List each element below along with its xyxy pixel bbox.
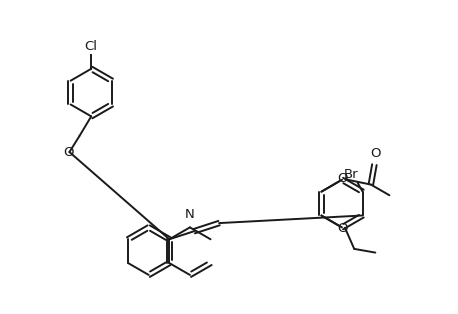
Text: Cl: Cl xyxy=(85,41,98,53)
Text: O: O xyxy=(338,222,348,235)
Text: Br: Br xyxy=(344,168,358,181)
Text: O: O xyxy=(338,172,348,185)
Text: N: N xyxy=(185,208,195,221)
Text: O: O xyxy=(370,147,381,160)
Text: O: O xyxy=(63,146,74,159)
